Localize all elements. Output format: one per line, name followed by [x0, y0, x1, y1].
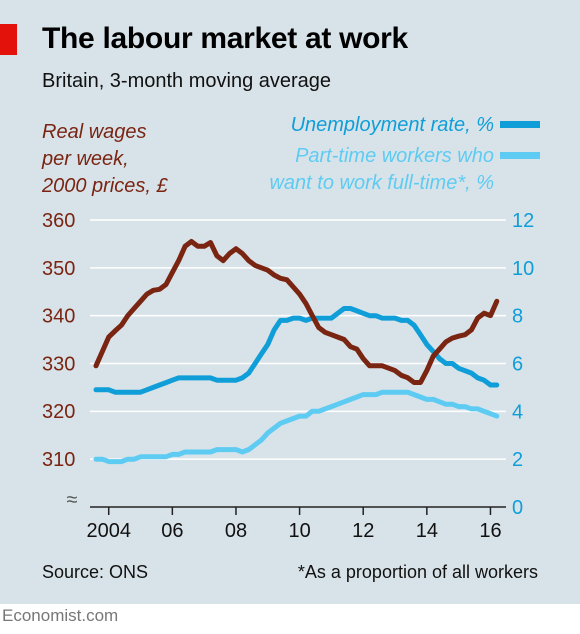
x-tick-label: 16: [479, 520, 501, 542]
left-axis-label: Real wages per week, 2000 prices, £: [41, 121, 169, 197]
brand-red-tag: [0, 24, 17, 55]
legend: Unemployment rate, % Part-time workers wh…: [269, 114, 540, 194]
left-axis-label-line: Real wages: [42, 121, 147, 143]
chart-title: The labour market at work: [42, 22, 408, 55]
series-layer: [93, 239, 500, 465]
x-tick-label: 14: [416, 520, 438, 542]
x-tick-label: 10: [288, 520, 310, 542]
right-tick-label: 8: [512, 306, 523, 328]
left-axis-label-line: per week,: [41, 148, 129, 170]
x-tick-label: 06: [161, 520, 183, 542]
right-tick-label: 6: [512, 354, 523, 376]
gridlines: [90, 219, 506, 508]
chart-panel: [0, 0, 580, 604]
legend-swatch: [500, 152, 540, 159]
legend-label-line: Part-time workers who: [295, 145, 494, 167]
x-tick-label: 2004: [86, 520, 131, 542]
chart-subtitle: Britain, 3-month moving average: [42, 70, 332, 92]
footnote: *As a proportion of all workers: [297, 562, 538, 582]
right-tick-label: 10: [512, 258, 534, 280]
series-line-wages: [93, 239, 500, 385]
right-tick-label: 0: [512, 497, 523, 519]
axis-break-symbol: ≈: [67, 489, 78, 511]
left-axis-ticks: 360 350 340 330 320 310: [42, 210, 75, 471]
left-tick-label: 320: [42, 401, 75, 423]
right-tick-label: 12: [512, 210, 534, 232]
left-tick-label: 330: [42, 353, 75, 375]
x-tick-label: 08: [225, 520, 247, 542]
brand-logo-text: Economist.com: [2, 606, 119, 625]
left-tick-label: 340: [42, 306, 75, 328]
right-tick-label: 2: [512, 449, 523, 471]
legend-label-line: want to work full-time*, %: [269, 172, 494, 194]
x-axis-ticks: 2004 06 08 10 12 14 16: [86, 507, 502, 542]
right-axis-ticks: 12 10 8 6 4 2 0: [512, 210, 534, 519]
source-note: Source: ONS: [42, 562, 149, 582]
right-tick-label: 4: [512, 401, 523, 423]
left-tick-label: 310: [42, 449, 75, 471]
series-line-parttime: [93, 389, 500, 465]
left-tick-label: 360: [42, 210, 75, 232]
left-axis-label-line: 2000 prices, £: [41, 175, 169, 197]
legend-swatch: [500, 121, 540, 128]
left-tick-label: 350: [42, 258, 75, 280]
legend-label-line: Unemployment rate, %: [291, 114, 494, 136]
series-line-unemployment: [93, 306, 500, 395]
x-tick-label: 12: [352, 520, 374, 542]
